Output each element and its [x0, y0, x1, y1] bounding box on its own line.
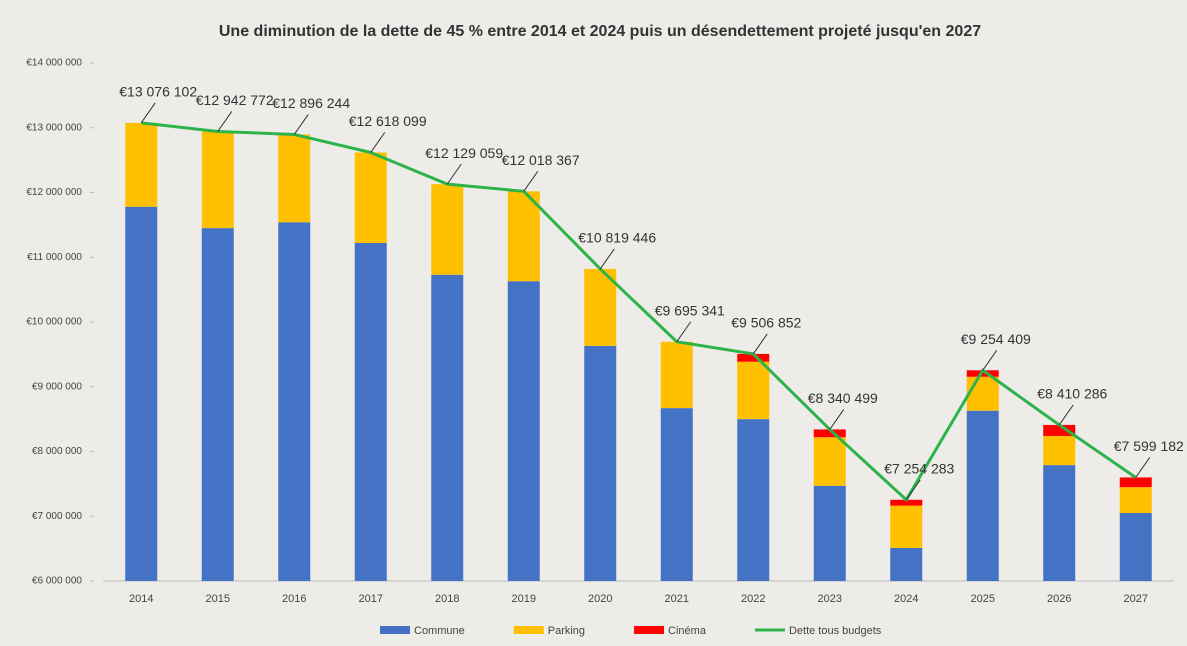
bar-segment — [125, 206, 158, 581]
y-tick-label: €10 000 000 — [26, 317, 82, 328]
data-label: €8 410 286 — [1037, 386, 1107, 402]
bar-segment — [354, 243, 387, 581]
bar-segment — [431, 184, 464, 275]
data-label: €9 695 341 — [655, 302, 725, 318]
bar-segment — [660, 341, 693, 409]
bar-segment — [278, 134, 311, 223]
bar-segment — [890, 499, 923, 506]
data-label: €12 896 244 — [272, 95, 350, 111]
legend-swatch — [634, 626, 665, 634]
x-tick-label: 2014 — [129, 593, 153, 605]
bar-segment — [584, 345, 617, 581]
bar-segment — [813, 437, 846, 486]
x-tick-label: 2023 — [818, 593, 842, 605]
leader-line — [293, 114, 309, 135]
y-tick-label: €12 000 000 — [26, 187, 82, 198]
leader-line — [446, 163, 462, 185]
data-label: €7 254 283 — [884, 460, 954, 476]
x-tick-label: 2024 — [894, 593, 918, 605]
leader-line — [829, 409, 845, 430]
x-tick-label: 2017 — [359, 593, 383, 605]
bar-segment — [890, 547, 923, 581]
data-label: €9 506 852 — [731, 315, 801, 331]
y-tick-label: €8 000 000 — [32, 446, 82, 457]
legend-label: Commune — [414, 625, 465, 637]
bar-segment — [125, 122, 158, 207]
bar-segment — [201, 228, 234, 582]
leader-line — [140, 102, 156, 124]
leader-line — [905, 479, 921, 501]
y-tick-label: €7 000 000 — [32, 511, 82, 522]
bar-segment — [278, 222, 311, 581]
bar-segment — [507, 281, 540, 581]
leader-line — [982, 349, 998, 371]
x-tick-label: 2019 — [512, 593, 536, 605]
legend-label: Cinéma — [668, 625, 707, 637]
legend-label: Parking — [548, 625, 585, 637]
leader-line — [1058, 404, 1074, 426]
data-label: €8 340 499 — [808, 390, 878, 406]
bar-segment — [1119, 487, 1152, 514]
leader-line — [752, 333, 768, 355]
y-tick-label: €9 000 000 — [32, 381, 82, 392]
data-label: €12 129 059 — [425, 145, 503, 161]
legend-swatch — [380, 626, 410, 634]
data-label: €13 076 102 — [119, 84, 197, 100]
x-tick-label: 2025 — [971, 593, 995, 605]
bar-segment — [1043, 435, 1076, 466]
y-tick-label: €13 000 000 — [26, 122, 82, 133]
x-tick-label: 2020 — [588, 593, 612, 605]
legend-label: Dette tous budgets — [789, 625, 882, 637]
bar-segment — [890, 505, 923, 548]
chart-title: Une diminution de la dette de 45 % entre… — [219, 23, 981, 40]
bar-segment — [966, 376, 999, 411]
legend-swatch — [513, 626, 544, 634]
bar-segment — [737, 419, 770, 581]
y-tick-label: €11 000 000 — [27, 252, 82, 263]
x-tick-label: 2022 — [741, 593, 765, 605]
bar-segment — [431, 274, 464, 581]
bar-segment — [584, 268, 617, 346]
x-tick-label: 2016 — [282, 593, 306, 605]
bar-segment — [354, 152, 387, 244]
bar-segment — [813, 485, 846, 581]
bar-segment — [966, 410, 999, 581]
y-tick-label: €14 000 000 — [26, 58, 82, 69]
leader-line — [676, 321, 692, 343]
bar-segment — [660, 408, 693, 581]
bar-segment — [1043, 465, 1076, 581]
bar-segment — [201, 131, 234, 229]
x-tick-label: 2026 — [1047, 593, 1071, 605]
data-label: €12 942 772 — [196, 92, 274, 108]
leader-line — [370, 132, 386, 153]
leader-line — [599, 248, 615, 270]
leader-line — [1135, 457, 1151, 478]
line — [141, 121, 1137, 503]
bar-segment — [1043, 424, 1076, 436]
leader-line — [217, 111, 233, 132]
x-tick-label: 2018 — [435, 593, 459, 605]
bar-segment — [813, 429, 846, 438]
y-tick-label: €6 000 000 — [32, 576, 82, 587]
data-label: €12 018 367 — [502, 152, 580, 168]
data-label: €12 618 099 — [349, 113, 427, 129]
x-tick-label: 2021 — [665, 593, 689, 605]
bar-segment — [507, 191, 540, 282]
data-label: €9 254 409 — [961, 331, 1031, 347]
bar-segment — [1119, 477, 1152, 488]
data-label: €10 819 446 — [578, 230, 656, 246]
leader-line — [523, 171, 539, 192]
data-label: €7 599 182 — [1114, 438, 1184, 454]
x-tick-label: 2027 — [1124, 593, 1148, 605]
bar-segment — [966, 370, 999, 377]
bar-segment — [737, 361, 770, 420]
x-tick-label: 2015 — [206, 593, 230, 605]
bar-segment — [1119, 513, 1152, 581]
bar-segment — [737, 353, 770, 362]
